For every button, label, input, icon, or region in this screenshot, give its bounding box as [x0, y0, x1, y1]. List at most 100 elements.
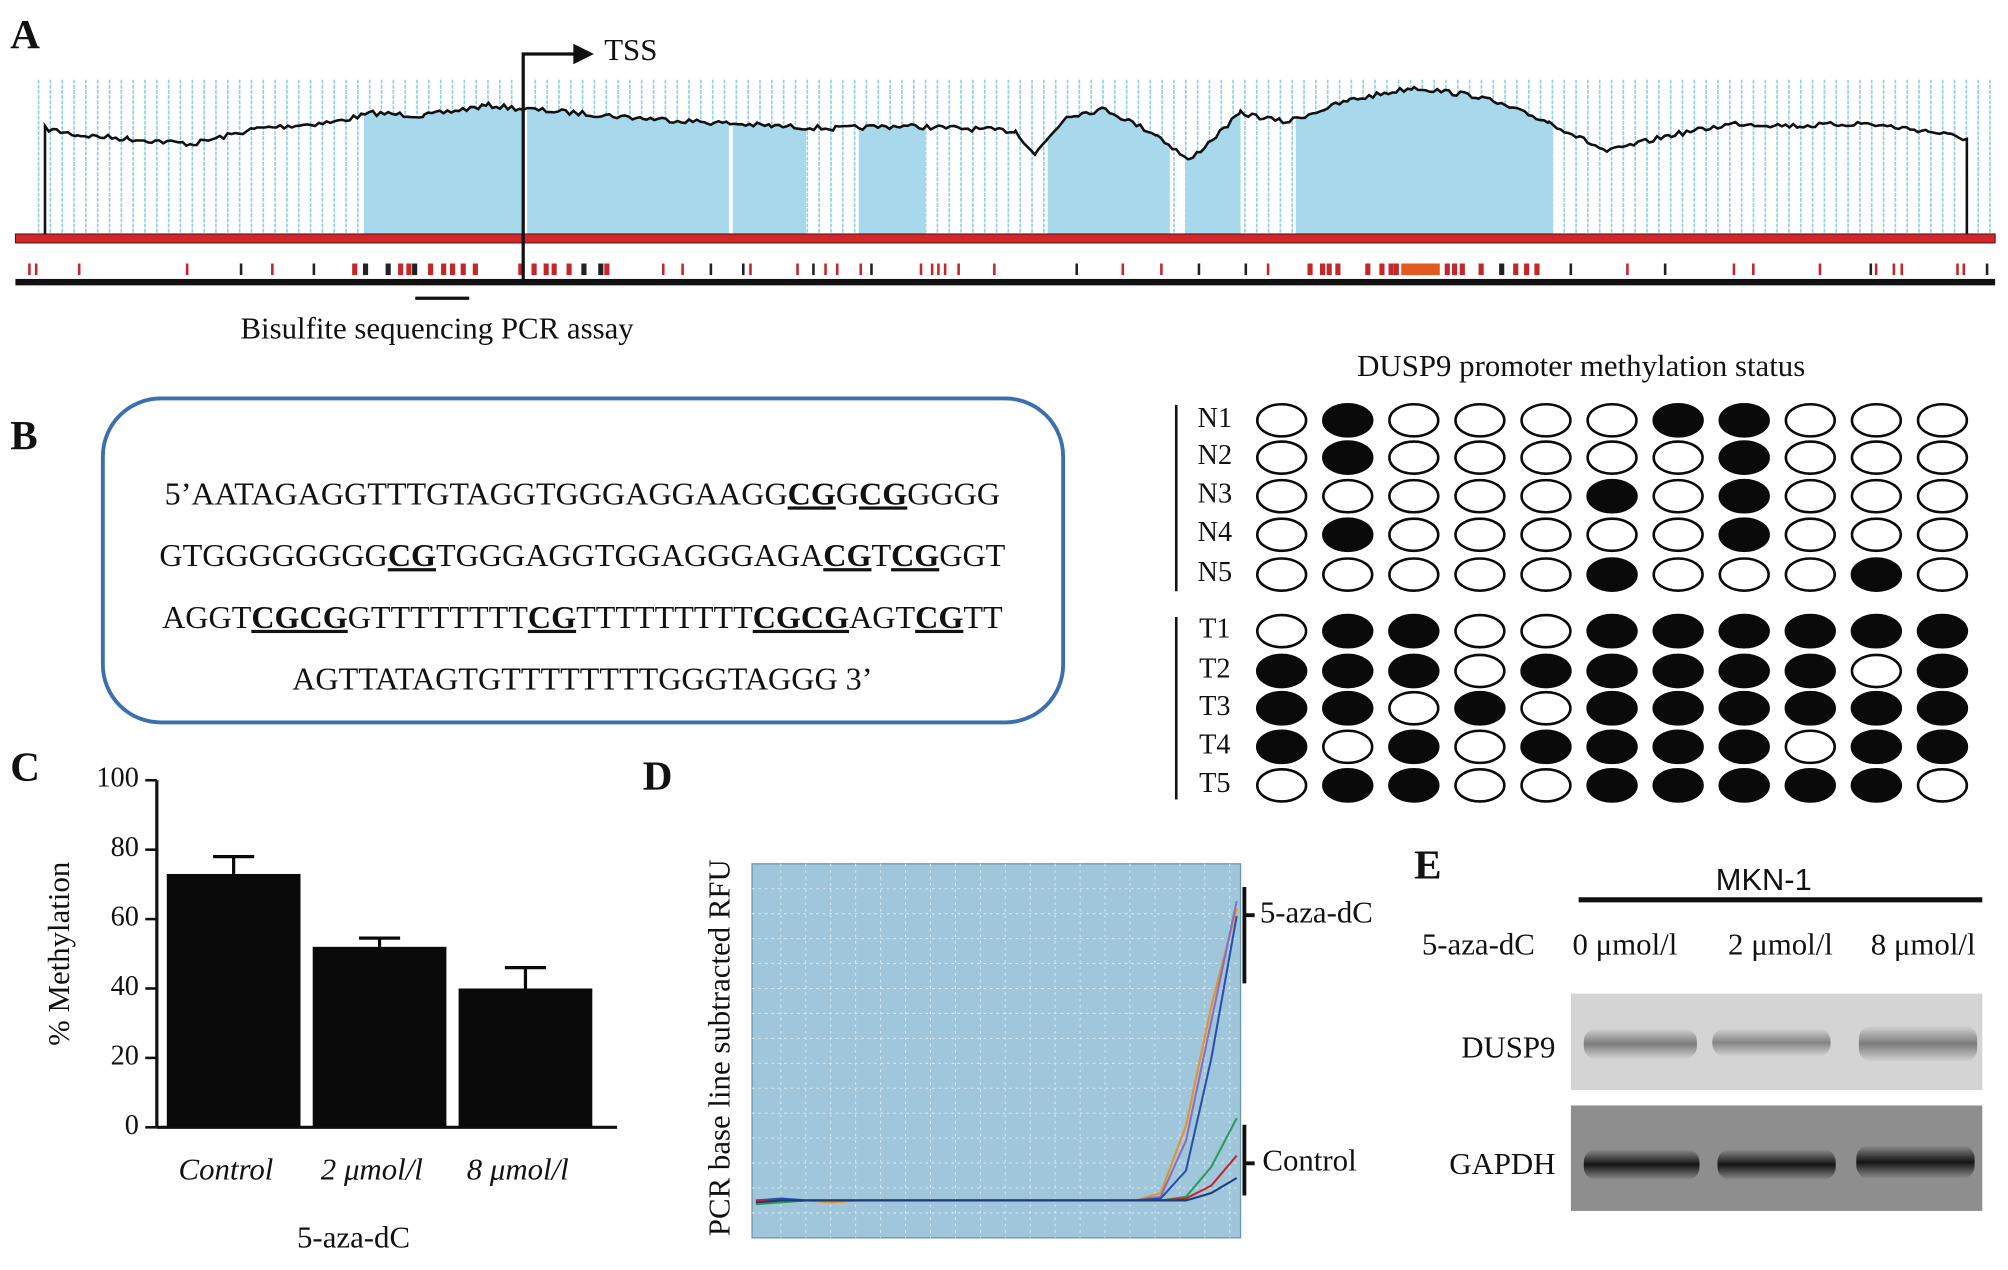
cpg-site: [551, 263, 557, 276]
cpg-circle: [1454, 690, 1506, 726]
cpg-circle: [1255, 557, 1308, 592]
row-label: T2: [1199, 653, 1230, 684]
x-tick-label: 8 μmol/l: [467, 1152, 569, 1186]
row-label: T1: [1199, 614, 1230, 645]
bracket: [1242, 886, 1255, 984]
cpg-site: [604, 263, 610, 276]
cpg-site: [1900, 263, 1904, 276]
bar: [312, 946, 447, 1128]
cpg-circle: [1784, 402, 1836, 438]
methylation-title: DUSP9 promoter methylation status: [1357, 349, 1805, 383]
amplification-curve: [755, 1177, 1238, 1204]
bracket: [1242, 1124, 1255, 1196]
cpg-circle: [1520, 517, 1572, 553]
cpg-site: [1393, 263, 1399, 276]
sequence-text: AGGT: [162, 599, 252, 635]
cpg-circle: [1784, 557, 1836, 592]
sequence-text: G: [836, 476, 859, 512]
sequence-text: TTTTTTTTT: [576, 599, 753, 635]
cpg-site: [1075, 263, 1079, 276]
cpg-circle: [1520, 653, 1572, 689]
cpg-circle: [1454, 653, 1506, 689]
cpg-circle: [1454, 478, 1506, 514]
cpg-circle: [1586, 690, 1638, 726]
cpg-circle: [1916, 729, 1969, 765]
band: [1856, 1145, 1975, 1179]
row-label: N2: [1198, 440, 1233, 471]
cpg-circle: [1255, 478, 1308, 514]
cpg-circle: [1850, 517, 1903, 553]
cpg-circle: [1322, 729, 1374, 765]
cpg-site-text: CG: [823, 538, 871, 574]
cpg-circle: [1388, 613, 1440, 649]
cpg-circle: [1322, 440, 1374, 475]
cpg-circle: [1322, 557, 1374, 592]
cpg-site: [1869, 263, 1873, 276]
cpg-circle: [1784, 440, 1836, 475]
band: [1583, 1028, 1697, 1060]
assay-label: Bisulfite sequencing PCR assay: [240, 312, 634, 346]
sequence-text: AGTTATAGTGTTTTTTTTGGGTAGGG 3’: [292, 661, 872, 697]
cpg-circle: [1784, 517, 1836, 553]
cpg-site: [1197, 263, 1201, 276]
cpg-circle: [1850, 557, 1903, 592]
cpg-site: [1326, 263, 1332, 276]
gene-track: [14, 233, 1996, 244]
cpg-circle: [1388, 517, 1440, 553]
tss-arrow: [521, 52, 576, 283]
band: [1712, 1028, 1831, 1057]
cpg-site: [1379, 263, 1385, 276]
cpg-site: [870, 263, 873, 276]
cpg-circle: [1916, 478, 1969, 514]
cpg-site: [362, 263, 369, 276]
cpg-circle: [1255, 613, 1308, 649]
cpg-circle: [1586, 653, 1638, 689]
cpg-site: [1663, 263, 1667, 276]
row-label: N4: [1198, 517, 1233, 548]
cpg-site: [709, 263, 713, 276]
cpg-circle: [1586, 402, 1638, 438]
cpg-site: [412, 263, 418, 276]
cpg-site: [531, 263, 537, 276]
cpg-circle: [1520, 478, 1572, 514]
cpg-circle: [1850, 613, 1903, 649]
cpg-circle: [1255, 440, 1308, 475]
cpg-circle: [1586, 729, 1638, 765]
cpg-site: [598, 263, 604, 276]
cpg-site: [742, 263, 745, 276]
cpg-circle: [1652, 653, 1704, 689]
cpg-circle: [1322, 402, 1374, 438]
cpg-circle: [1916, 557, 1969, 592]
cpg-site: [1499, 263, 1505, 276]
cpg-circle: [1784, 690, 1836, 726]
cpg-site: [1956, 263, 1959, 276]
cpg-site: [1478, 263, 1484, 276]
cpg-island: [363, 87, 1553, 234]
sequence-line: AGTTATAGTGTTTTTTTTGGGTAGGG 3’: [292, 661, 872, 697]
cpg-circle: [1520, 402, 1572, 438]
dose-label: 8 μmol/l: [1871, 927, 1976, 961]
cpg-circle: [1784, 653, 1836, 689]
cpg-circle: [1718, 478, 1770, 514]
cpg-site: [1451, 263, 1458, 276]
cpg-curve: [43, 85, 1969, 234]
tss-arrowhead: [573, 43, 594, 65]
sequence-text: TGGGAGGTGGAGGGAGA: [436, 538, 823, 574]
cpg-circle: [1520, 440, 1572, 475]
panel-label: B: [10, 412, 37, 458]
cpg-circle: [1718, 613, 1770, 649]
cpg-circle: [1916, 613, 1969, 649]
cpg-circle: [1718, 517, 1770, 553]
cpg-site: [28, 263, 31, 276]
cpg-site: [1524, 263, 1530, 276]
cpg-circle: [1322, 517, 1374, 553]
cpg-site: [581, 263, 587, 276]
cpg-site: [1459, 263, 1465, 276]
cpg-circle: [1718, 440, 1770, 475]
cpg-circle: [1586, 478, 1638, 514]
cpg-circle: [1850, 768, 1903, 803]
annotation: 5-aza-dC: [1260, 895, 1373, 929]
protein-label: GAPDH: [1449, 1147, 1555, 1181]
cpg-site: [1444, 263, 1450, 276]
